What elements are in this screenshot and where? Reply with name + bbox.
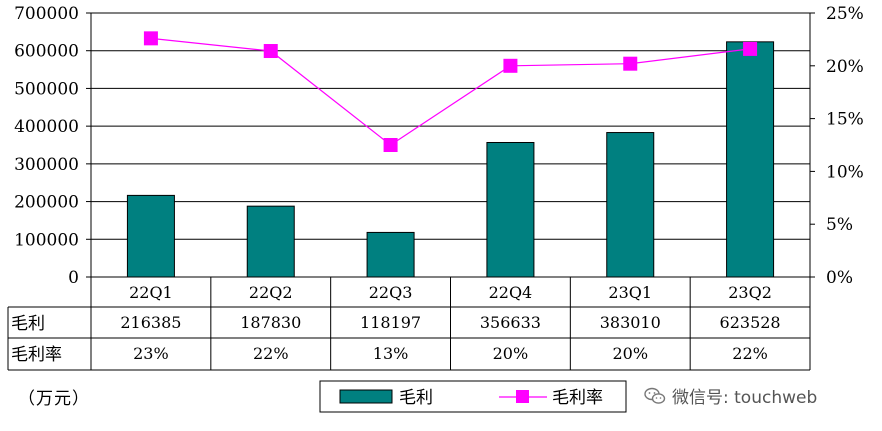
margin-marker: [743, 41, 758, 56]
y-right-tick-label: 20%: [826, 57, 864, 77]
wechat-icon: [644, 387, 666, 404]
table-cell: 623528: [720, 313, 781, 332]
bar: [606, 132, 655, 278]
y-left-tick-label: 600000: [14, 42, 79, 62]
margin-marker: [503, 58, 518, 73]
table-cell: 20%: [493, 344, 529, 363]
watermark: 微信号: touchweb: [644, 383, 817, 408]
x-tick-label: 22Q1: [129, 283, 173, 302]
table-cell: 23%: [133, 344, 169, 363]
margin-line: [150, 37, 751, 146]
y-left-tick-label: 200000: [14, 193, 79, 213]
table-cell: 356633: [480, 313, 541, 332]
table-cell: 383010: [600, 313, 661, 332]
x-tick-label: 23Q2: [728, 283, 772, 302]
y-left-tick-label: 700000: [14, 4, 79, 24]
table-row-label: 毛利: [11, 314, 45, 334]
bar: [726, 41, 775, 278]
table-cell: 20%: [612, 344, 648, 363]
bar: [486, 141, 535, 278]
y-left-tick-label: 400000: [14, 117, 79, 137]
x-tick-label: 22Q3: [369, 283, 413, 302]
margin-marker: [383, 138, 398, 152]
x-tick-label: 22Q4: [489, 283, 533, 302]
y-left-tick-label: 0: [68, 268, 79, 288]
margin-marker: [263, 44, 278, 59]
table-cell: 13%: [373, 344, 409, 363]
legend-swatch-bar: [339, 389, 393, 404]
y-right-tick-label: 10%: [826, 162, 864, 182]
table-row-label: 毛利率: [11, 345, 62, 365]
bar: [126, 194, 175, 278]
table-cell: 187830: [240, 313, 301, 332]
y-left-tick-label: 100000: [14, 230, 79, 250]
legend-swatch-marker: [516, 390, 529, 403]
margin-marker: [143, 31, 158, 46]
unit-label: （万元）: [18, 389, 90, 409]
table-cell: 22%: [253, 344, 289, 363]
y-right-tick-label: 25%: [826, 4, 864, 24]
legend-label: 毛利率: [552, 388, 603, 408]
plot-area: [90, 12, 811, 278]
y-right-tick-label: 15%: [826, 110, 864, 130]
y-left-tick-label: 300000: [14, 155, 79, 175]
bar: [366, 231, 415, 278]
table-cell: 22%: [732, 344, 768, 363]
y-right-tick-label: 0%: [826, 268, 853, 288]
legend: 毛利 毛利率: [319, 380, 627, 413]
watermark-text: 微信号: touchweb: [672, 388, 818, 408]
x-tick-label: 22Q2: [249, 283, 293, 302]
bar: [246, 205, 295, 278]
x-tick-label: 23Q1: [608, 283, 652, 302]
y-right-tick-label: 5%: [826, 215, 853, 235]
legend-label: 毛利: [399, 388, 433, 408]
table-cell: 216385: [120, 313, 181, 332]
table-cell: 118197: [360, 313, 421, 332]
y-left-tick-label: 500000: [14, 79, 79, 99]
margin-marker: [623, 56, 638, 71]
